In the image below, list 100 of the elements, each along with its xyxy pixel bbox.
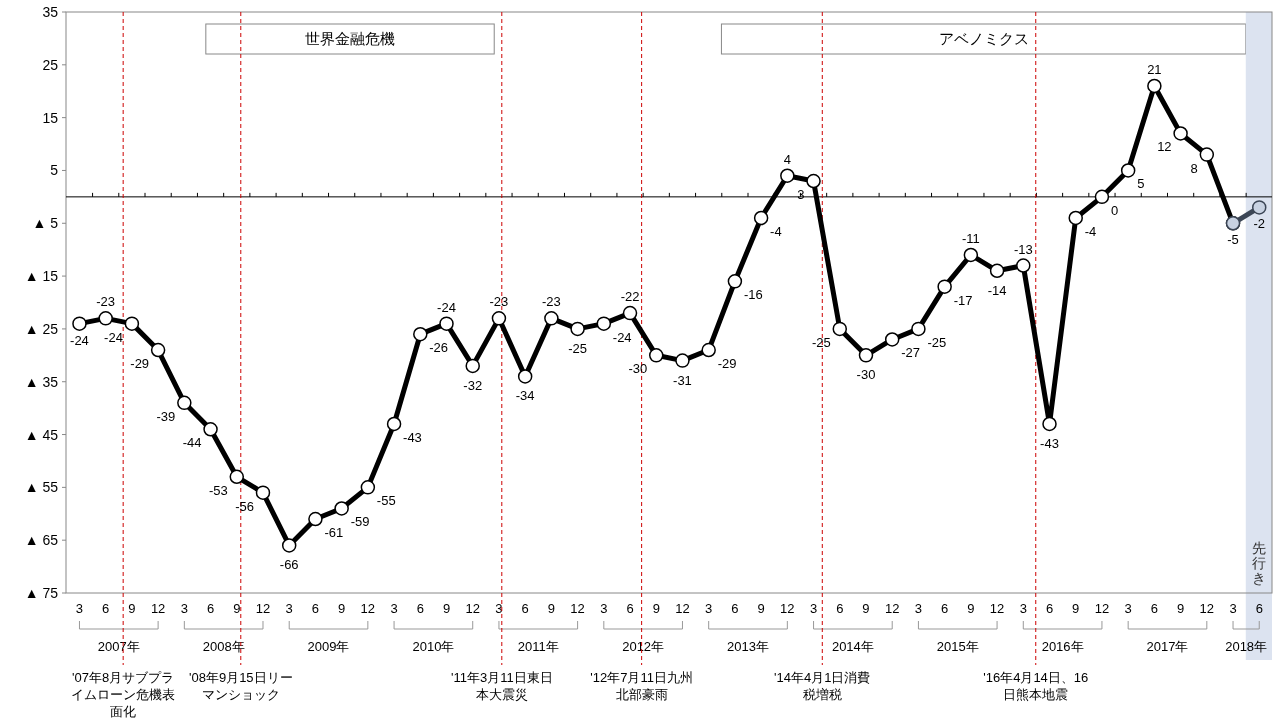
point [229,469,245,485]
data-label: -39 [156,408,176,424]
x-tick-label: 12 [884,601,900,616]
data-label: -4 [770,223,782,239]
x-tick-label: 9 [862,601,870,616]
data-label: -25 [811,334,831,350]
point [649,348,664,363]
data-label: -31 [673,372,692,388]
point [517,369,533,384]
point [727,274,743,289]
point [203,422,218,437]
point [281,538,297,553]
x-tick-label: 12 [675,601,690,616]
data-label: -13 [1013,241,1033,257]
data-label: -25 [927,334,947,350]
point [544,311,559,326]
x-tick-label: 12 [780,601,795,616]
data-label: 0 [1110,202,1119,218]
text: 2017年 [1146,639,1189,654]
data-label: -29 [717,356,737,372]
data-label: 5 [1137,176,1145,192]
data-label: -44 [182,435,202,451]
data-label: -17 [953,292,973,308]
x-tick-label: 6 [102,601,110,616]
y-tick-label: ▲ 75 [24,585,59,601]
ref-line-label: '14年4月1日消費税増税 [773,669,872,703]
point [1016,258,1031,273]
point [1094,189,1110,205]
x-tick-label: 3 [75,601,84,616]
data-label: -53 [208,482,228,498]
ref-line-label: '16年4月14日、16日熊本地震 [982,669,1090,703]
data-label: -14 [987,282,1007,298]
x-tick-label: 12 [989,601,1005,616]
text: 2011年 [517,639,559,654]
x-tick-label: 6 [836,601,844,616]
text: 2013年 [727,639,769,654]
ref-line-label: '08年9月15日リーマンショック [187,669,294,703]
point [1147,78,1162,94]
point [753,210,769,226]
point [596,316,612,331]
point [989,263,1005,279]
text: 2018年 [1225,639,1268,654]
ref-line-label: '07年8月サブプライムローン危機表面化 [70,669,177,720]
text: 2012年 [622,639,665,654]
x-tick-label: 3 [285,601,293,616]
point [832,321,848,337]
data-label: -24 [70,332,89,348]
data-label: -43 [403,429,422,445]
x-tick-label: 3 [1229,601,1237,616]
point [1120,163,1136,178]
data-label: -22 [620,289,640,305]
point [806,173,821,189]
x-tick-label: 6 [1150,601,1158,616]
x-tick-label: 9 [128,601,136,616]
point [72,316,87,331]
y-tick-label: 35 [42,4,59,20]
data-label: -24 [612,329,632,345]
text: 2015年 [936,639,979,654]
band-label: 先行き [1251,540,1266,586]
data-label: -59 [350,514,370,530]
point [150,342,166,358]
point [858,348,874,363]
x-tick-label: 3 [809,601,818,616]
x-tick-label: 6 [941,601,949,616]
data-label: -30 [628,361,648,377]
point [255,485,271,500]
point [124,316,140,331]
x-tick-label: 3 [914,601,923,616]
y-tick-label: ▲ 45 [24,426,59,443]
data-label: 21 [1147,61,1162,77]
text: 2008年 [202,639,245,654]
data-label: 8 [1190,160,1198,176]
point [622,305,638,321]
point [308,511,323,527]
text: 2009年 [307,639,350,654]
ref-line-label: '12年7月11日九州北部豪雨 [589,669,694,703]
y-tick-label: ▲ 65 [24,532,59,549]
data-label: -23 [541,294,561,310]
band-label: 世界金融危機 [305,30,396,47]
x-tick-label: 12 [1094,601,1110,616]
x-tick-label: 12 [360,601,376,616]
y-tick-label: ▲ 35 [24,373,59,390]
x-tick-label: 12 [1199,601,1215,616]
text: 2014年 [831,639,874,654]
data-label: -23 [96,294,116,310]
x-tick-label: 12 [570,601,585,616]
x-tick-label: 9 [1176,601,1185,616]
x-tick-label: 3 [495,601,503,616]
data-label: -32 [463,377,483,393]
text: 2016年 [1041,639,1084,654]
point [334,501,349,516]
x-tick-label: 3 [1124,601,1132,616]
data-label: -66 [279,557,299,573]
x-tick-label: 6 [1045,601,1054,616]
x-tick-label: 6 [521,601,529,616]
data-label: -26 [429,340,449,356]
data-label: -55 [376,493,396,509]
data-label: -56 [235,498,254,514]
x-tick-label: 6 [311,601,320,616]
y-tick-label: ▲ 25 [24,320,59,337]
